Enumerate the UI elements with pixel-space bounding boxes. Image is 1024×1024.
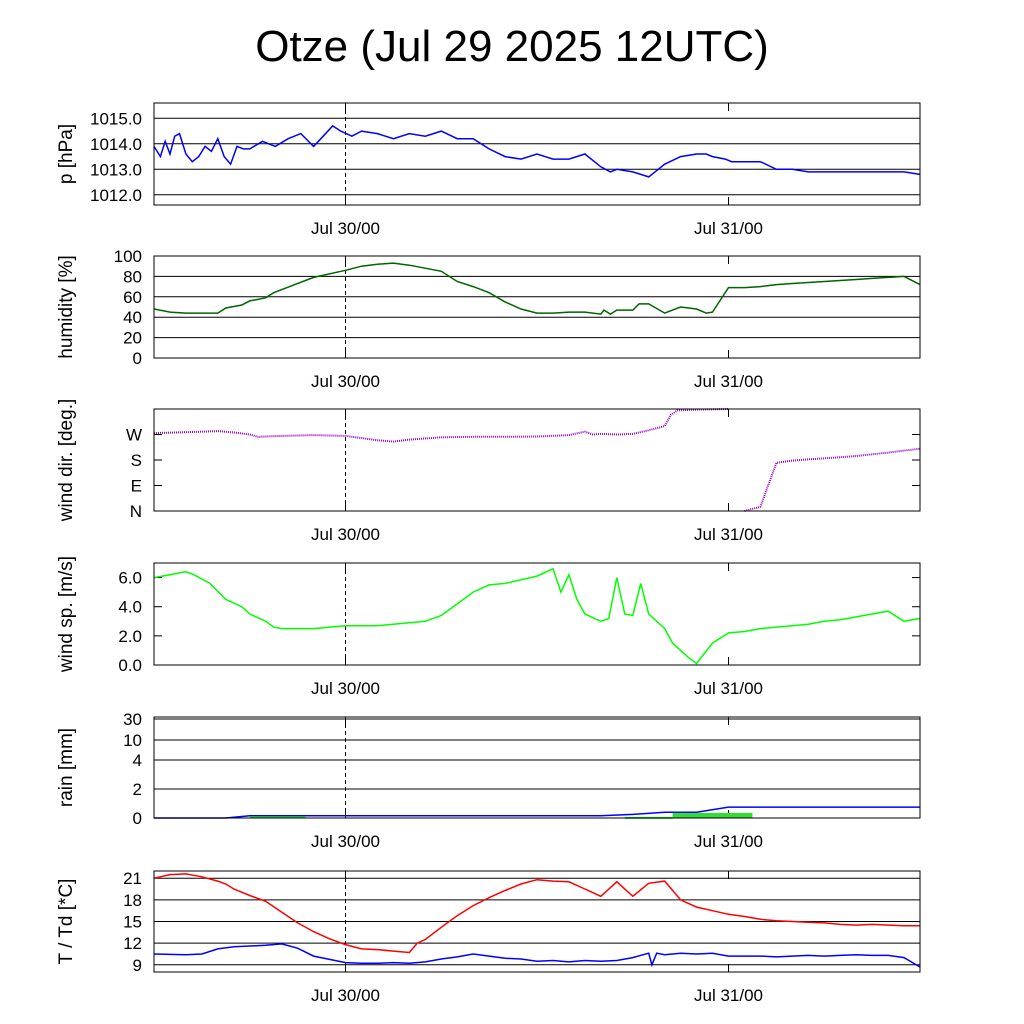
ytick-label: 15	[123, 913, 142, 932]
ytick-label: 0	[133, 349, 142, 368]
panel-4: 0.0 2.0 4.0 6.0 Jul 30/00 Jul 31/00 wind sp. […	[56, 556, 921, 698]
series-line-rain_total	[154, 806, 920, 819]
rain-bar	[672, 812, 753, 818]
panel-frame	[153, 255, 921, 359]
ytick-label: 60	[123, 288, 142, 307]
y-axis-label: p [hPa]	[56, 124, 77, 184]
series-line-wind_speed	[153, 567, 921, 665]
ytick-label: 0	[133, 809, 142, 828]
ytick-label: 1014.0	[90, 135, 142, 154]
xtick-label: Jul 31/00	[694, 525, 763, 544]
panel-6: 9 12 15 18 21 Jul 30/00 Jul 31/00 T / Td [*C]	[56, 869, 921, 1005]
wind-direction-trace	[744, 447, 921, 512]
panel-frame	[153, 716, 921, 819]
xtick-label: Jul 31/00	[694, 372, 763, 391]
chart-title: Otze (Jul 29 2025 12UTC)	[255, 22, 769, 71]
ytick-label: 40	[123, 308, 142, 327]
xtick-label: Jul 30/00	[311, 219, 380, 238]
panel-5: 0 2 410 30 Jul 30/00 Jul 31/00 rain [mm]	[56, 710, 921, 851]
xtick-label: Jul 30/00	[311, 525, 380, 544]
ytick-label: 10	[123, 731, 142, 750]
y-axis-label: humidity [%]	[56, 255, 77, 358]
ytick-label: 0.0	[118, 656, 142, 675]
ytick-label: 20	[123, 329, 142, 348]
panel-frame	[153, 102, 921, 206]
ytick-label: W	[126, 426, 142, 445]
ytick-label: 12	[123, 934, 142, 953]
ytick-label: 2.0	[118, 627, 142, 646]
y-axis-label: T / Td [*C]	[56, 879, 77, 965]
y-axis-label: wind sp. [m/s]	[56, 556, 77, 673]
ytick-label: 1015.0	[90, 109, 142, 128]
series-line-humidity	[153, 262, 921, 315]
xtick-label: Jul 31/00	[694, 986, 763, 1005]
ytick-label: 100	[114, 247, 142, 266]
ytick-label: N	[130, 502, 142, 521]
xtick-label: Jul 30/00	[311, 372, 380, 391]
ytick-label: 30	[123, 710, 142, 729]
xtick-label: Jul 30/00	[311, 986, 380, 1005]
series-line-pressure	[153, 124, 921, 178]
rain-bar	[249, 816, 306, 819]
panel-frame	[153, 870, 921, 973]
panel-frame	[153, 562, 921, 666]
ytick-label: 2	[133, 780, 142, 799]
ytick-label: 1012.0	[90, 186, 142, 205]
ytick-label: 6.0	[118, 569, 142, 588]
panel-frame	[153, 408, 921, 512]
xtick-label: Jul 30/00	[311, 679, 380, 698]
ytick-label: 21	[123, 869, 142, 888]
xtick-label: Jul 30/00	[311, 832, 380, 851]
xtick-label: Jul 31/00	[694, 832, 763, 851]
xtick-label: Jul 31/00	[694, 219, 763, 238]
ytick-label: 4.0	[118, 598, 142, 617]
series-line-dewpoint	[153, 943, 921, 968]
panel-1: 1012.0 1013.0 1014.0 1015.0 Jul 30/00 Jul 31/…	[56, 102, 921, 238]
ytick-label: 1013.0	[90, 160, 142, 179]
ytick-label: 4	[133, 751, 142, 770]
ytick-label: 80	[123, 267, 142, 286]
ytick-label: 18	[123, 891, 142, 910]
ytick-label: 9	[133, 956, 142, 975]
xtick-label: Jul 31/00	[694, 679, 763, 698]
ytick-label: E	[131, 477, 142, 496]
series-line-temperature	[153, 873, 920, 954]
y-axis-label: wind dir. [deg.]	[56, 399, 77, 523]
wind-direction-trace	[153, 408, 729, 443]
ytick-label: S	[131, 451, 142, 470]
y-axis-label: rain [mm]	[56, 728, 77, 807]
